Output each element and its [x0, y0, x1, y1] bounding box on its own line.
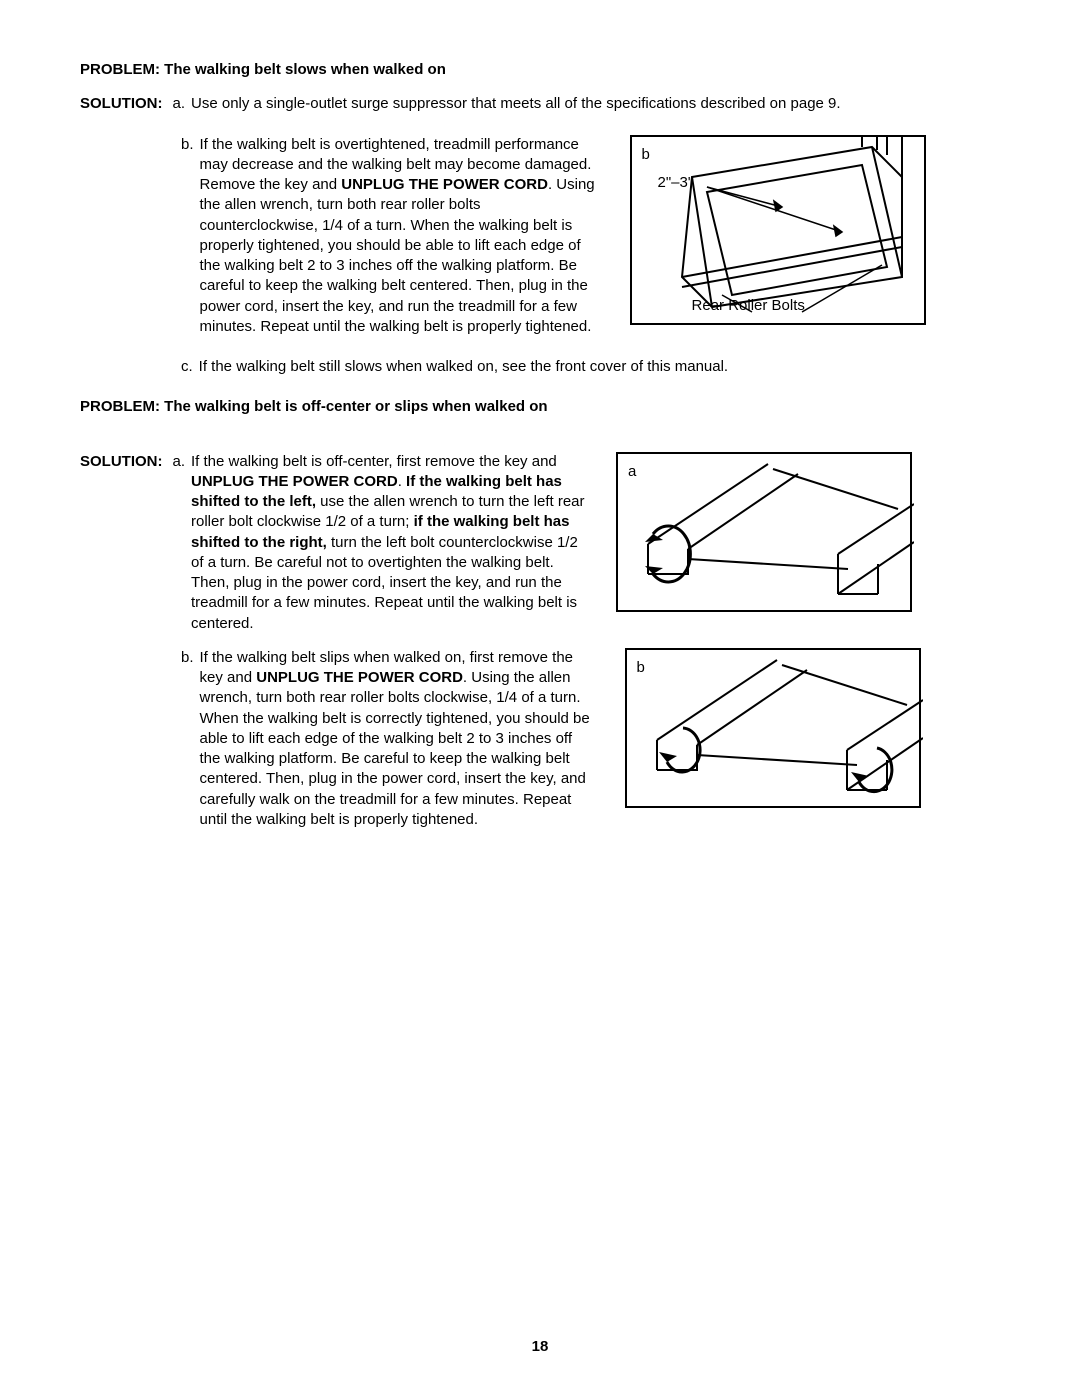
problem2-b-text: If the walking belt slips when walked on… — [200, 648, 595, 830]
figure-1b-rear-roller-bolts: b 2"–3" Rear Roller Bolts — [630, 135, 926, 325]
item-letter-a: a. — [173, 94, 192, 114]
problem2-a-text: If the walking belt is off-center, first… — [191, 452, 586, 634]
figure2b-label: b — [637, 658, 645, 678]
figure1-label-b: b — [642, 145, 650, 165]
arrow-clockwise-left-icon — [659, 752, 677, 762]
p2a-b1: UNPLUG THE POWER CORD — [191, 473, 398, 490]
figure-2b-belt-tighten: b — [625, 648, 921, 808]
problem2-heading: PROBLEM: The walking belt is off-center … — [80, 397, 1000, 417]
problem1-c-text: If the walking belt still slows when wal… — [199, 357, 1000, 377]
solution-label: SOLUTION: — [80, 94, 169, 114]
problem1-a-text: Use only a single-outlet surge suppresso… — [191, 94, 1000, 114]
problem1-heading: PROBLEM: The walking belt slows when wal… — [80, 60, 1000, 80]
problem2-a-row: SOLUTION: a. If the walking belt is off-… — [80, 452, 1000, 634]
figure2a-label: a — [628, 462, 636, 482]
p1b-t2: . Using the allen wrench, turn both rear… — [200, 176, 595, 335]
p2b-t2: . Using the allen wrench, turn both rear… — [200, 669, 590, 828]
treadmill-rear-end-icon — [618, 454, 914, 614]
problem2-b-row: b. If the walking belt slips when walked… — [80, 648, 1000, 830]
manual-page: PROBLEM: The walking belt slows when wal… — [0, 0, 1080, 1397]
p2b-b1: UNPLUG THE POWER CORD — [256, 669, 463, 686]
solution-label-2: SOLUTION: — [80, 452, 169, 472]
p2a-t2: . — [398, 473, 406, 490]
item-letter-b: b. — [181, 135, 200, 155]
item-letter-2b: b. — [181, 648, 200, 668]
figure1-dim: 2"–3" — [658, 173, 694, 193]
problem1-solution-a-row: SOLUTION: a. Use only a single-outlet su… — [80, 94, 1000, 114]
p1b-bold1: UNPLUG THE POWER CORD — [341, 176, 548, 193]
figure-2a-belt-centering: a — [616, 452, 912, 612]
item-letter-c: c. — [181, 357, 199, 377]
problem1-b-text: If the walking belt is overtightened, tr… — [200, 135, 600, 338]
item-letter-2a: a. — [173, 452, 192, 472]
page-number: 18 — [0, 1337, 1080, 1357]
figure1-caption: Rear Roller Bolts — [692, 296, 914, 316]
problem1-c-row: c. If the walking belt still slows when … — [80, 357, 1000, 377]
p2a-t1: If the walking belt is off-center, first… — [191, 453, 557, 470]
arrow-clockwise-right-icon — [851, 772, 869, 782]
problem1-b-row: b. If the walking belt is overtightened,… — [80, 135, 1000, 338]
treadmill-rear-end-both-icon — [627, 650, 923, 810]
